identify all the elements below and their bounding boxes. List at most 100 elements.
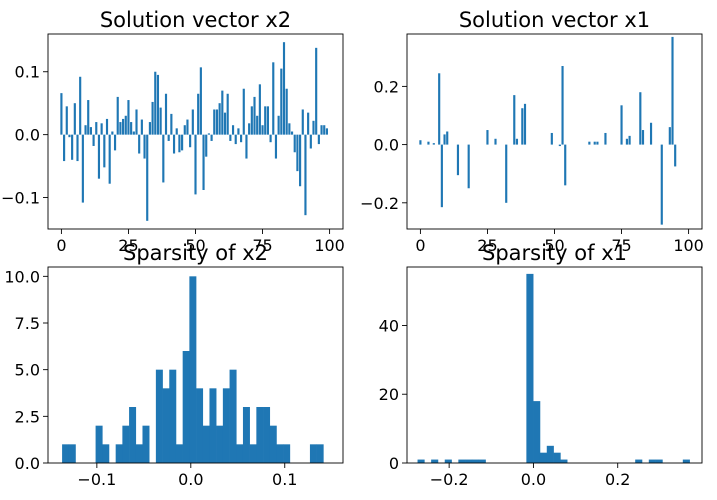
bar xyxy=(558,144,561,147)
bar xyxy=(135,109,138,135)
chart-x1-sparsity: 0 20 40 −0.2 0.0 0.2 Sparsity of x1 xyxy=(379,241,703,489)
histogram-bar xyxy=(169,369,177,463)
chart-title: Solution vector x1 xyxy=(459,8,650,32)
bar xyxy=(92,134,95,146)
bar xyxy=(258,84,261,135)
bar xyxy=(63,134,66,162)
bar xyxy=(317,134,320,145)
bar xyxy=(280,68,283,135)
y-tick-label: 10.0 xyxy=(4,267,40,286)
histogram-bar xyxy=(526,273,534,463)
bar xyxy=(140,119,143,135)
histogram-bar xyxy=(236,444,244,463)
histogram-bar xyxy=(648,459,656,463)
y-tick-label: 40 xyxy=(379,316,399,335)
chart-title: Solution vector x2 xyxy=(100,8,291,32)
y-tick-label: 0.1 xyxy=(15,63,40,82)
bar xyxy=(191,109,194,135)
histogram-bar xyxy=(196,388,204,463)
bar xyxy=(649,122,653,145)
bar xyxy=(443,134,446,145)
y-tick-label: 0.2 xyxy=(374,77,399,96)
bar xyxy=(438,73,441,145)
bar xyxy=(226,93,229,135)
y-tick-label: 2.5 xyxy=(15,407,40,426)
histogram-bar xyxy=(256,407,264,463)
histogram-bar xyxy=(229,369,237,463)
bar xyxy=(156,74,160,135)
bar xyxy=(264,106,267,135)
histogram-bar xyxy=(458,459,466,463)
histogram-bar xyxy=(533,401,541,463)
bar xyxy=(138,134,141,154)
histogram-bar xyxy=(546,445,554,463)
bar xyxy=(596,141,599,145)
histogram-bar xyxy=(655,459,663,463)
x-tick-label: 50 xyxy=(185,236,205,255)
bar xyxy=(111,131,114,135)
bar xyxy=(237,128,240,135)
bar xyxy=(181,134,184,151)
bar xyxy=(170,113,173,135)
bar xyxy=(467,144,470,189)
bar xyxy=(84,125,87,135)
bar xyxy=(456,144,460,176)
bar xyxy=(164,93,168,135)
bar xyxy=(234,134,237,145)
x-tick-label: 25 xyxy=(477,236,497,255)
bar xyxy=(307,112,310,135)
bar xyxy=(440,144,443,208)
histogram-bar xyxy=(269,425,277,463)
histogram-bar xyxy=(444,459,452,463)
x-tick-label: 100 xyxy=(314,236,345,255)
bar xyxy=(320,125,323,135)
bar xyxy=(97,134,101,179)
chart-x2-sparsity: 0.0 2.5 5.0 7.5 10.0 −0.1 0.0 0.1 Sparsity of x2 xyxy=(4,241,344,489)
bar xyxy=(178,134,181,153)
x-tick-label: 0 xyxy=(415,236,425,255)
bar xyxy=(199,67,202,135)
bar xyxy=(79,76,82,135)
bar xyxy=(108,134,111,184)
histogram-bar xyxy=(222,388,230,463)
bar xyxy=(215,109,219,135)
bar xyxy=(87,100,90,135)
bar xyxy=(213,109,216,135)
x-tick-label: 75 xyxy=(611,236,631,255)
bar xyxy=(674,144,677,167)
histogram-bar xyxy=(182,351,190,463)
histogram-bar xyxy=(682,459,690,463)
bar xyxy=(248,123,251,135)
histogram-bar xyxy=(102,444,110,463)
chart-x2-vector: −0.1 0.0 0.1 0 25 50 75 100 Solution vector x2 xyxy=(1,8,345,255)
histogram-bar xyxy=(142,425,150,463)
x-tick-label: 0 xyxy=(56,236,66,255)
bar xyxy=(521,108,524,145)
bar xyxy=(671,36,674,145)
bar xyxy=(505,144,508,203)
bar xyxy=(309,134,312,149)
bar xyxy=(162,134,165,183)
bar xyxy=(604,132,607,145)
histogram-bar xyxy=(539,452,548,463)
histogram-bar xyxy=(465,459,473,463)
bar xyxy=(240,134,243,143)
bar xyxy=(253,96,256,135)
bar xyxy=(446,131,449,145)
bar xyxy=(103,134,106,168)
y-tick-label: 0 xyxy=(389,454,399,473)
bar xyxy=(146,134,149,221)
histogram-bar xyxy=(478,459,486,463)
bar xyxy=(119,122,122,135)
bar xyxy=(427,141,430,145)
bar xyxy=(256,115,259,135)
bar xyxy=(189,134,192,148)
bar xyxy=(113,134,117,151)
axes-frame xyxy=(47,33,344,230)
bar xyxy=(205,134,208,157)
bar xyxy=(269,134,272,143)
bar xyxy=(304,134,307,216)
bar xyxy=(325,128,328,135)
bar xyxy=(288,123,291,135)
